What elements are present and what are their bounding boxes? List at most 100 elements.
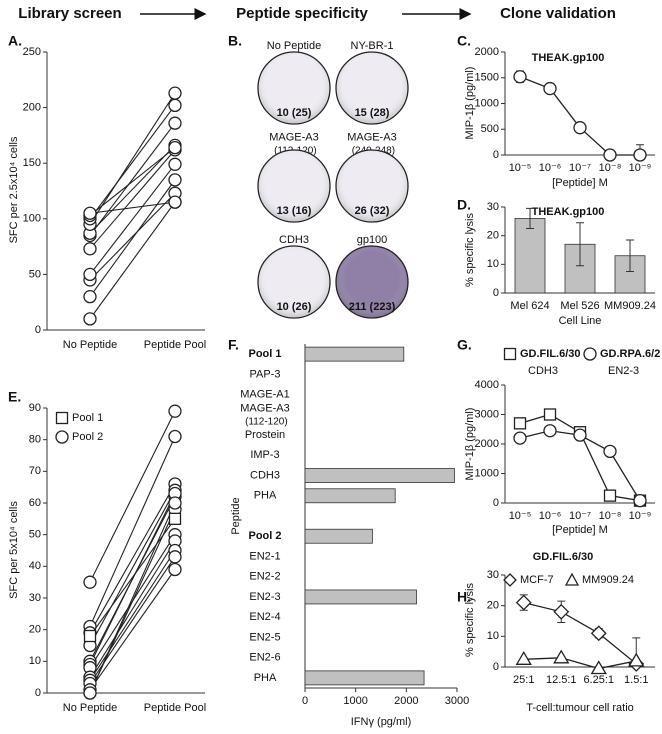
well-shade <box>259 247 329 317</box>
pair-line <box>89 179 176 297</box>
bar <box>304 589 417 605</box>
y-axis-label: SFC per 5x10⁴ cells <box>8 501 20 599</box>
pair-line <box>89 483 176 634</box>
y-tick-label: 40 <box>29 560 41 572</box>
y-axis-label: MIP-1β (pg/ml) <box>464 408 476 481</box>
y-tick-label: 80 <box>29 434 41 446</box>
y-tick-label: 0 <box>493 661 499 673</box>
x-axis-label: [Peptide] M <box>552 177 608 189</box>
y-axis-label: % specific lysis <box>464 213 476 287</box>
x-tick-label: 1000 <box>343 695 367 707</box>
marker <box>83 312 97 326</box>
y-tick-label: PAP-3 <box>250 368 281 380</box>
marker <box>168 157 182 171</box>
x-tick-label: Mel 624 <box>510 300 549 312</box>
marker <box>83 575 97 589</box>
y-tick-label: 1500 <box>475 72 499 84</box>
x-tick-label: 1.5:1 <box>624 674 648 686</box>
marker <box>573 428 587 442</box>
pair-line <box>89 550 176 681</box>
y-tick-label: 500 <box>481 123 499 135</box>
panel-label: C. <box>457 33 471 49</box>
error-bar <box>576 222 584 267</box>
panel-label: H. <box>457 589 471 605</box>
panel-label: D. <box>457 197 471 213</box>
y-tick-label: EN2-3 <box>249 591 280 603</box>
y-tick-label: 10 <box>29 655 41 667</box>
bar <box>304 346 405 362</box>
error-bar <box>526 207 534 229</box>
x-tick-label: Peptide Pool <box>144 339 206 351</box>
marker <box>83 686 97 700</box>
y-tick-label: 30 <box>29 592 41 604</box>
legend-marker <box>583 347 597 361</box>
bar <box>514 218 546 294</box>
y-tick-label: EN2-4 <box>249 611 280 623</box>
y-tick-label: 0 <box>493 497 499 509</box>
x-tick-label: No Peptide <box>63 702 117 714</box>
well-label: NY-BR-1 <box>351 40 394 52</box>
bar <box>304 670 425 686</box>
marker <box>515 651 532 665</box>
y-tick-label: 50 <box>29 268 41 280</box>
marker <box>168 140 182 155</box>
y-axis-label: Peptide <box>230 497 242 534</box>
x-tick-label: 2000 <box>394 695 418 707</box>
x-axis-label: IFNγ (pg/ml) <box>351 716 412 728</box>
marker <box>168 173 182 187</box>
y-tick-label: IMP-3 <box>250 449 279 461</box>
y-tick-label: 20 <box>487 230 499 242</box>
x-tick-label: 10⁻⁶ <box>539 162 562 174</box>
legend-marker <box>503 573 517 587</box>
x-tick-label: 10⁻⁶ <box>539 510 562 522</box>
marker <box>553 603 570 620</box>
y-tick-label: 70 <box>29 465 41 477</box>
marker <box>168 496 182 510</box>
x-tick-label: Mel 526 <box>560 300 599 312</box>
y-tick-label: EN2-6 <box>249 652 280 664</box>
y-tick-label: PHA <box>254 672 277 684</box>
legend-label: Pool 1 <box>72 412 103 424</box>
pair-line <box>89 147 176 216</box>
x-tick-label: 12.5:1 <box>546 674 577 686</box>
legend-marker <box>503 347 517 361</box>
error-bar <box>626 239 634 272</box>
marker <box>590 625 607 642</box>
x-tick-label: 10⁻⁸ <box>599 162 622 174</box>
well-count: 10 (26) <box>277 301 312 313</box>
bar <box>304 528 373 544</box>
x-tick-label: 10⁻⁷ <box>569 162 591 174</box>
x-tick-label: 6.25:1 <box>583 674 614 686</box>
well-count: 13 (16) <box>277 205 312 217</box>
legend-sublabel: EN2-3 <box>608 365 639 377</box>
marker <box>168 116 182 130</box>
y-tick-label: 0 <box>35 324 41 336</box>
marker <box>168 562 182 577</box>
x-tick-label: 0 <box>302 695 308 707</box>
y-tick-label: 2000 <box>475 438 499 450</box>
well-label: gp100 <box>357 234 388 246</box>
legend-marker <box>55 430 69 444</box>
well-shade <box>337 53 407 123</box>
y-tick-label: 150 <box>23 157 41 169</box>
well-label: CDH3 <box>279 234 309 246</box>
well-count: 211 (223) <box>349 301 396 313</box>
x-tick-label: 10⁻⁵ <box>509 162 532 174</box>
y-tick-label: 0 <box>493 149 499 161</box>
y-tick-label: 250 <box>23 46 41 58</box>
x-tick-label: 3000 <box>445 695 469 707</box>
marker <box>543 424 557 438</box>
legend-sublabel: CDH3 <box>528 365 558 377</box>
header: Library screen <box>18 5 121 22</box>
y-tick-label: 90 <box>29 402 41 414</box>
marker <box>168 86 182 100</box>
x-tick-label: 10⁻⁵ <box>509 510 532 522</box>
pair-line <box>89 201 176 320</box>
panel-label: B. <box>228 33 242 49</box>
marker <box>513 431 527 445</box>
pair-line <box>89 92 176 225</box>
y-tick-label: Pool 1 <box>248 348 281 360</box>
marker <box>603 444 617 459</box>
x-axis-label: Cell Line <box>559 315 602 327</box>
label-line: MAGE-A3 <box>240 402 290 414</box>
